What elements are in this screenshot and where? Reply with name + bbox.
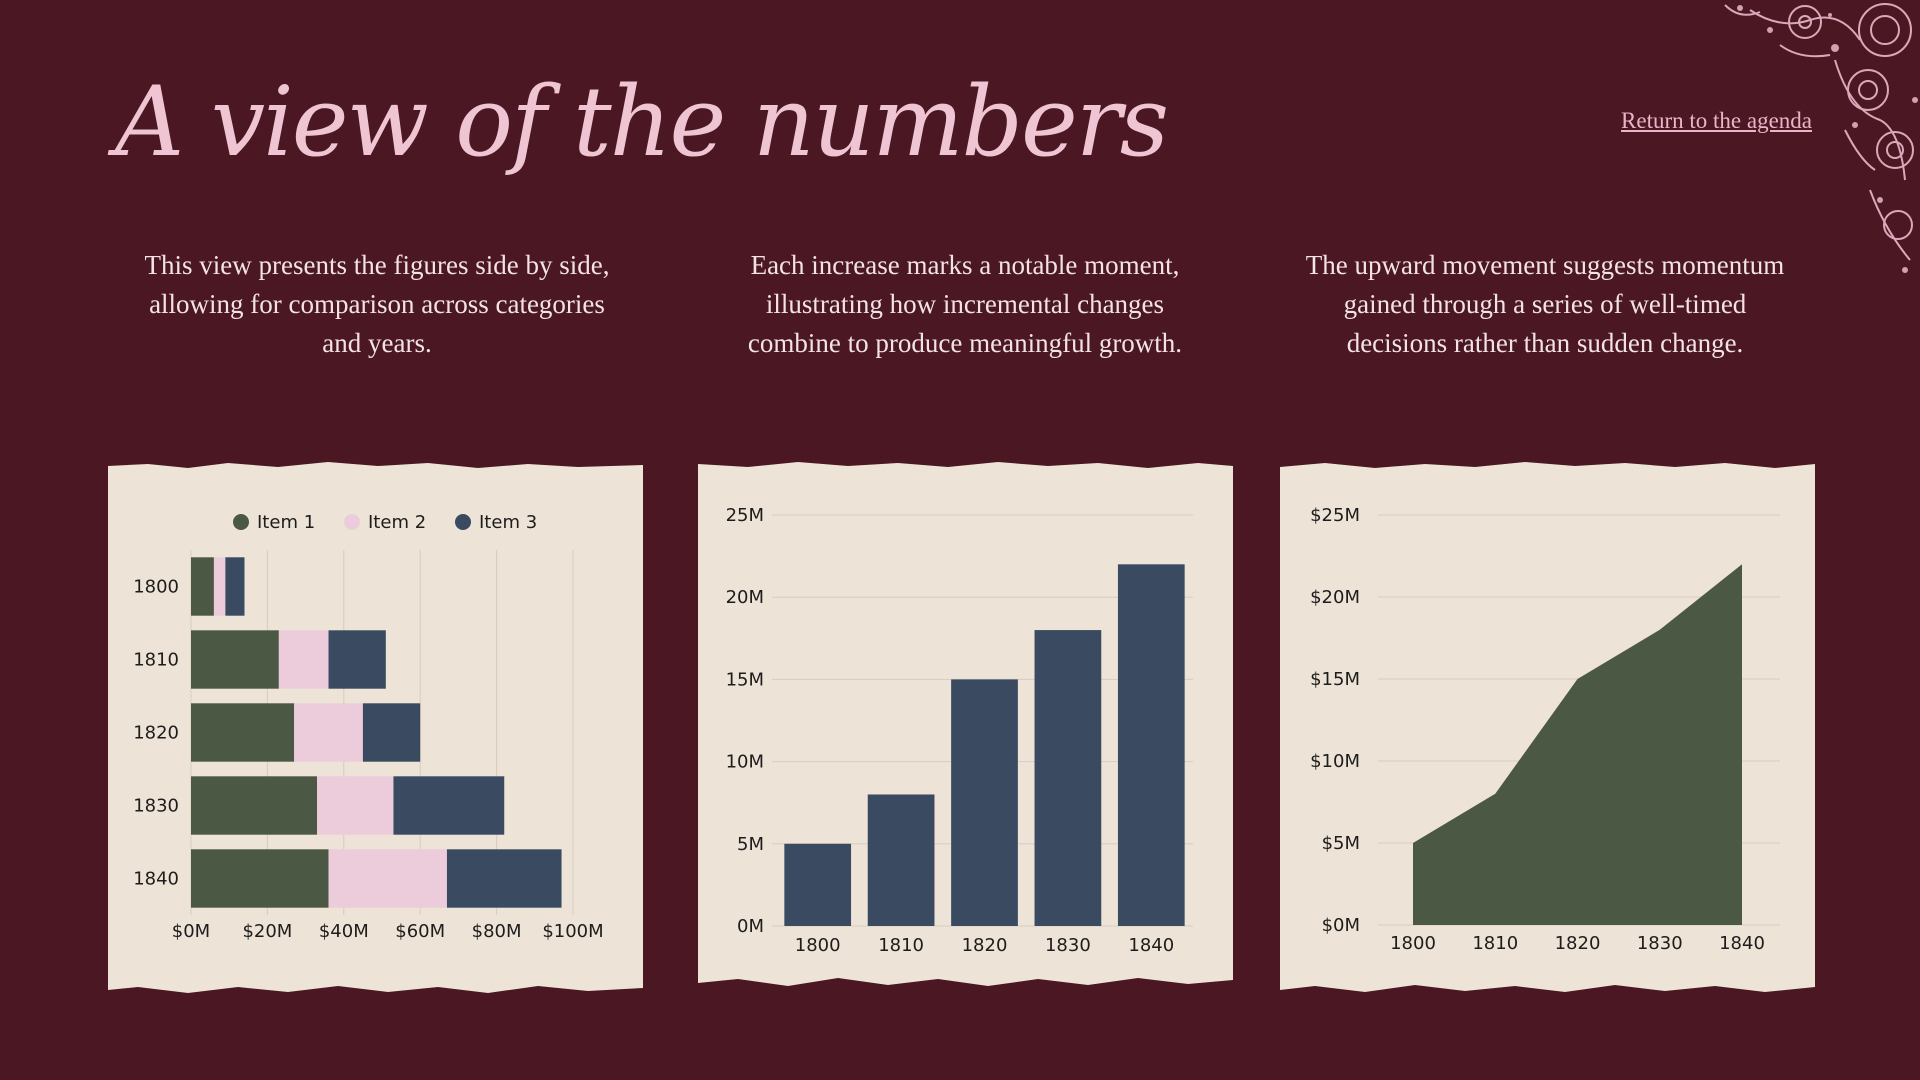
y-tick-label: 1830 [133,796,179,817]
y-tick-label: 5M [737,834,764,855]
bar-segment [362,703,421,762]
bar-segment [213,557,226,616]
y-tick-label: 10M [726,752,764,773]
area-chart: $0M $5M $10M $15M $20M $25M 1800 1810 1820 1830 18… [1310,505,1780,954]
y-tick-label: $10M [1310,751,1360,772]
stacked-bar-chart-card: $0M $20M $40M $60M $80M $100M 1800 1810 1820 1830… [108,460,643,995]
legend-label: Item 1 [257,512,315,533]
x-tick-label: 1810 [878,935,924,956]
x-tick-label: $80M [472,921,522,942]
return-to-agenda-link[interactable]: Return to the agenda [1621,108,1812,133]
bar-segment [393,776,505,835]
lace-ornament-icon [1724,3,1918,273]
y-tick-label: 15M [726,669,764,690]
bar-segment [191,557,214,616]
y-tick-label: 1840 [133,869,179,890]
x-tick-label: 1820 [1555,933,1601,954]
bar-segment [191,703,295,762]
y-tick-label: 25M [726,505,764,526]
bar [867,794,935,926]
bar-segment [225,557,245,616]
y-tick-label: 20M [726,587,764,608]
x-tick-label: 1800 [1390,933,1436,954]
x-tick-label: $20M [242,921,292,942]
description-left: This view presents the figures side by s… [144,250,610,358]
bar-segment [294,703,363,762]
x-tick-label: 1840 [1128,935,1174,956]
legend-label: Item 3 [479,512,537,533]
bar-segment [191,776,318,835]
y-tick-label: $15M [1310,669,1360,690]
x-tick-label: $60M [395,921,445,942]
x-tick-label: 1840 [1719,933,1765,954]
y-tick-label: $0M [1322,915,1360,936]
y-tick-label: 1810 [133,650,179,671]
bar [1034,630,1102,926]
bar-segment [278,630,329,689]
x-tick-label: 1830 [1637,933,1683,954]
y-tick-label: 1820 [133,723,179,744]
y-tick-label: 1800 [133,577,179,598]
bar-segment [317,776,394,835]
bar [784,843,852,926]
x-tick-label: 1830 [1045,935,1091,956]
description-middle: Each increase marks a notable moment, il… [747,250,1183,358]
bar-segment [191,849,329,908]
legend-swatch [455,514,471,530]
vertical-bar-chart: 0M 5M 10M 15M 20M 25M 1800 1810 1820 1830 1840 [726,505,1193,956]
bar-chart-card: 0M 5M 10M 15M 20M 25M 1800 1810 1820 1830 1840 [698,460,1233,995]
x-tick-label: 1800 [795,935,841,956]
x-tick-label: 1810 [1472,933,1518,954]
y-tick-label: $25M [1310,505,1360,526]
bar [1117,564,1185,926]
legend-swatch [344,514,360,530]
x-tick-label: $0M [172,921,210,942]
bar-segment [328,849,447,908]
legend-label: Item 2 [368,512,426,533]
area-chart-card: $0M $5M $10M $15M $20M $25M 1800 1810 1820 1830 18… [1280,460,1815,995]
bar-segment [328,630,386,689]
area-series [1413,564,1742,925]
bar-segment [191,630,279,689]
x-tick-label: 1820 [962,935,1008,956]
page-title: A view of the numbers [115,66,1169,178]
bar-segment [446,849,562,908]
y-tick-label: $5M [1322,833,1360,854]
legend-swatch [233,514,249,530]
stacked-bar-chart: $0M $20M $40M $60M $80M $100M 1800 1810 1820 1830… [133,512,603,942]
x-tick-label: $40M [319,921,369,942]
y-tick-label: 0M [737,916,764,937]
bar [951,679,1018,926]
y-tick-label: $20M [1310,587,1360,608]
description-right: The upward movement suggests momentum ga… [1305,250,1785,358]
x-tick-label: $100M [542,921,603,942]
